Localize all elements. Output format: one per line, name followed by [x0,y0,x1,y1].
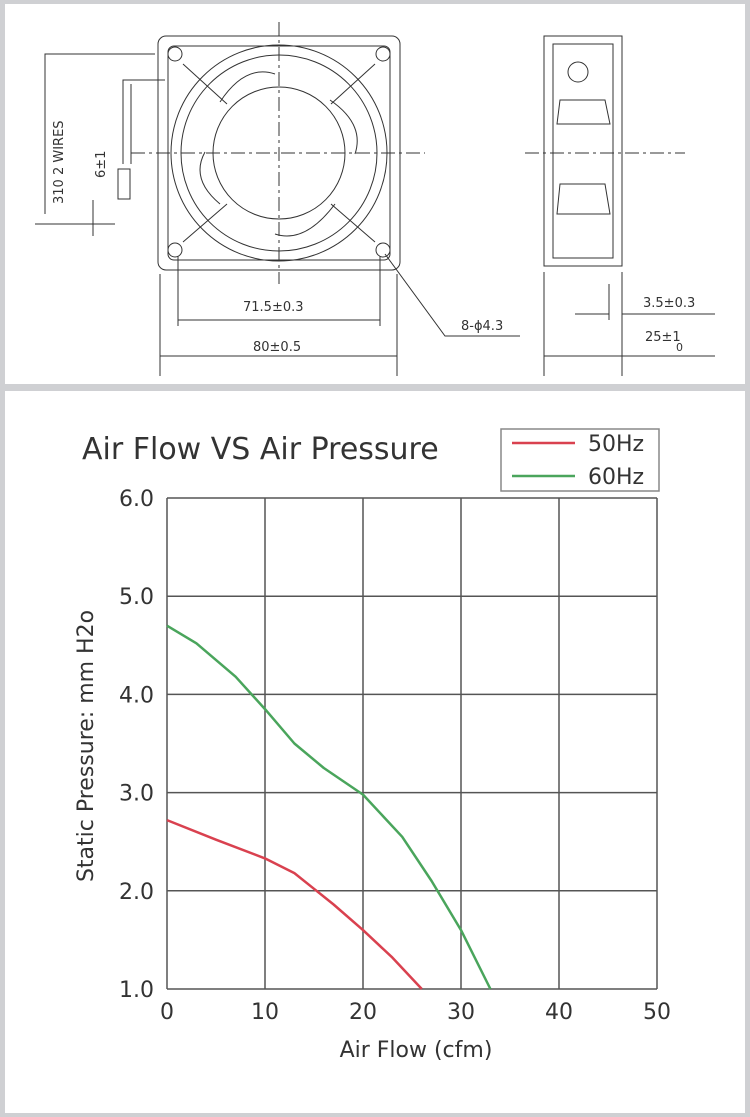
wires-label: 310 2 WIRES [52,120,67,204]
x-tick-label: 10 [251,1000,279,1025]
legend-label-50hz: 50Hz [588,432,644,457]
depth-dim [543,272,715,376]
front-centerline [131,22,425,284]
chart-panel: Air Flow VS Air Pressure 0 10 20 30 40 50 1.0 2… [5,391,745,1113]
hole-spacing-label: 71.5±0.3 [243,300,304,315]
depth-label: 25±1 [645,330,681,345]
fan-blades [199,71,358,237]
legend: 50Hz 60Hz [500,428,660,492]
airflow-pressure-chart: Air Flow VS Air Pressure 0 10 20 30 40 50 1.0 2… [74,428,671,1063]
mount-hole-br [375,242,391,258]
y-axis-label: Static Pressure: mm H2o [74,610,99,882]
hole-label: 8-ϕ4.3 [461,319,503,334]
width-label: 80±0.5 [253,340,301,355]
y-tick-label: 1.0 [119,978,154,1003]
x-tick-label: 20 [349,1000,377,1025]
fan-side-inner [552,43,614,259]
wire-strip-label: 6±1 [94,151,109,178]
mount-hole-bl [167,242,183,258]
grid-layer [166,497,658,990]
x-tick-label: 40 [545,1000,573,1025]
series-line-60hz [166,624,492,990]
tick-layer: 0 10 20 30 40 50 1.0 2.0 3.0 4.0 5.0 6.0 [119,487,671,1025]
series-line-50hz [166,818,423,990]
y-tick-label: 6.0 [119,487,154,512]
wire-dim-line [35,53,155,236]
y-tick-label: 2.0 [119,880,154,905]
x-tick-label: 30 [447,1000,475,1025]
x-tick-label: 0 [160,1000,174,1025]
fan-strut [182,63,376,243]
flange-label: 3.5±0.3 [643,296,695,311]
width-dim [159,274,398,376]
legend-label-60hz: 60Hz [588,465,644,490]
x-tick-label: 50 [643,1000,671,1025]
depth-tol-label: 0 [676,341,683,354]
fan-dimension-drawing: 310 2 WIRES 6±1 71.5±0.3 80±0.5 8-ϕ4.3 3… [35,22,715,376]
wire-connector [117,168,131,200]
chart-title: Air Flow VS Air Pressure [82,432,439,467]
series-layer [166,624,492,990]
mount-hole-tl [167,46,183,62]
wire-lead [122,79,165,164]
x-axis-label: Air Flow (cfm) [340,1038,493,1063]
y-tick-label: 4.0 [119,683,154,708]
hole-leader [384,253,520,337]
flange-dim [575,284,715,320]
y-tick-label: 3.0 [119,782,154,807]
legend-box [500,428,660,492]
mount-hole-tr [375,46,391,62]
fan-side-frame [543,35,623,267]
hole-spacing-dim [177,256,381,326]
side-hole [567,61,589,83]
side-hub [556,99,611,215]
y-tick-label: 5.0 [119,585,154,610]
dimension-drawing-panel: 310 2 WIRES 6±1 71.5±0.3 80±0.5 8-ϕ4.3 3… [5,4,745,384]
